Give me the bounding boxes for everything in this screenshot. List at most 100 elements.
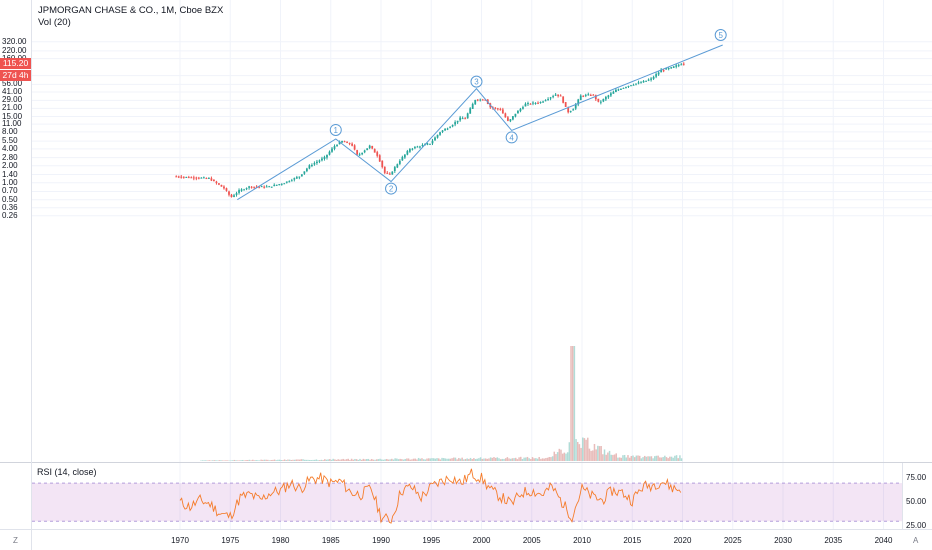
rsi-legend[interactable]: RSI (14, close) bbox=[37, 467, 97, 477]
volume-bar bbox=[551, 456, 554, 461]
volume-bar bbox=[257, 460, 259, 461]
volume-bar bbox=[483, 458, 485, 461]
volume-bar bbox=[201, 460, 204, 461]
volume-bar bbox=[330, 459, 333, 461]
volume-bar bbox=[407, 458, 410, 461]
price-chart[interactable]: 1 2 3 4 5 bbox=[0, 0, 932, 462]
time-tick-label: 1980 bbox=[271, 536, 290, 545]
candle-body bbox=[416, 146, 419, 148]
candle-body bbox=[260, 186, 263, 188]
volume-bar bbox=[448, 458, 450, 461]
time-tick-label: 2025 bbox=[723, 536, 742, 545]
volume-bar bbox=[484, 458, 487, 461]
volume-bar bbox=[345, 459, 348, 461]
candle-body bbox=[200, 177, 203, 179]
rsi-chart[interactable] bbox=[0, 463, 932, 529]
candle-body bbox=[258, 186, 261, 188]
volume-bar bbox=[241, 459, 244, 461]
volume-bar bbox=[533, 458, 535, 461]
volume-bar bbox=[277, 459, 279, 461]
volume-legend[interactable]: Vol (20) bbox=[38, 17, 71, 28]
candle-body bbox=[185, 176, 188, 178]
volume-bar bbox=[442, 458, 445, 461]
volume-bar bbox=[421, 458, 423, 461]
volume-bar bbox=[612, 454, 614, 461]
volume-bar bbox=[655, 455, 658, 461]
volume-bar bbox=[278, 459, 281, 461]
volume-bar bbox=[521, 458, 524, 461]
volume-bar bbox=[273, 459, 276, 461]
candle-body bbox=[461, 118, 464, 120]
volume-bar bbox=[379, 458, 381, 461]
wave-label: 2 bbox=[389, 185, 394, 194]
candle-body bbox=[218, 183, 220, 185]
volume-bar bbox=[221, 460, 224, 461]
volume-bar bbox=[558, 448, 561, 461]
time-tick-label: 2040 bbox=[874, 536, 893, 545]
candle-body bbox=[177, 176, 180, 178]
zoom-reset-button[interactable]: Z bbox=[13, 536, 18, 545]
candle-body bbox=[386, 172, 389, 174]
auto-scale-button[interactable]: A bbox=[913, 536, 919, 545]
volume-bar bbox=[215, 460, 217, 461]
candle-body bbox=[351, 143, 354, 146]
volume-bar bbox=[262, 459, 264, 461]
candle-body bbox=[283, 183, 286, 185]
volume-bar bbox=[463, 459, 465, 461]
volume-bar bbox=[314, 459, 316, 461]
volume-bar bbox=[414, 458, 416, 461]
volume-bar bbox=[422, 459, 425, 461]
wave-label: 4 bbox=[509, 133, 514, 142]
candle-body bbox=[622, 87, 625, 89]
candle-body bbox=[434, 137, 436, 141]
candle-body bbox=[620, 88, 622, 90]
candle-body bbox=[564, 102, 567, 107]
candle-body bbox=[205, 178, 208, 180]
candle-body bbox=[376, 152, 379, 156]
volume-bar bbox=[220, 460, 222, 461]
volume-bar bbox=[280, 460, 282, 461]
volume-bar bbox=[525, 457, 527, 461]
candle-body bbox=[391, 171, 394, 175]
volume-bar bbox=[436, 458, 438, 461]
main-chart-pane[interactable]: 1 2 3 4 5 bbox=[0, 0, 932, 462]
candle-body bbox=[444, 128, 446, 131]
volume-bar bbox=[389, 459, 391, 461]
volume-bar bbox=[600, 446, 602, 461]
volume-bar bbox=[454, 457, 457, 461]
candle-body bbox=[592, 94, 595, 96]
candle-body bbox=[270, 186, 273, 188]
volume-bar bbox=[290, 459, 293, 461]
candle-body bbox=[484, 99, 487, 101]
volume-bar bbox=[638, 455, 641, 461]
volume-bar bbox=[335, 459, 338, 461]
volume-bar bbox=[493, 457, 495, 461]
candle-body bbox=[652, 76, 655, 79]
volume-bar bbox=[545, 457, 547, 461]
volume-bar bbox=[327, 459, 329, 461]
volume-bar bbox=[670, 456, 673, 461]
candle-body bbox=[381, 160, 384, 168]
candle-body bbox=[509, 119, 512, 122]
candle-body bbox=[429, 143, 431, 145]
volume-bar bbox=[580, 447, 582, 461]
volume-bar bbox=[637, 455, 639, 461]
symbol-title[interactable]: JPMORGAN CHASE & CO., 1M, Cboe BZX bbox=[38, 5, 224, 16]
candle-body bbox=[650, 78, 652, 80]
volume-bar bbox=[320, 459, 323, 461]
volume-bar bbox=[208, 460, 210, 461]
candle-body bbox=[441, 130, 444, 132]
candle-body bbox=[680, 64, 683, 66]
pane-divider[interactable] bbox=[0, 462, 932, 463]
price-tick-label: 2.00 bbox=[2, 160, 18, 170]
volume-bar bbox=[332, 458, 334, 461]
volume-bar bbox=[506, 457, 509, 461]
volume-bar bbox=[461, 457, 463, 461]
volume-bar bbox=[255, 460, 257, 461]
volume-bar bbox=[587, 437, 589, 461]
candle-body bbox=[220, 184, 223, 187]
candle-body bbox=[449, 127, 451, 129]
wave-label: 3 bbox=[474, 78, 479, 87]
candle-body bbox=[268, 186, 271, 188]
rsi-pane[interactable] bbox=[0, 463, 932, 529]
